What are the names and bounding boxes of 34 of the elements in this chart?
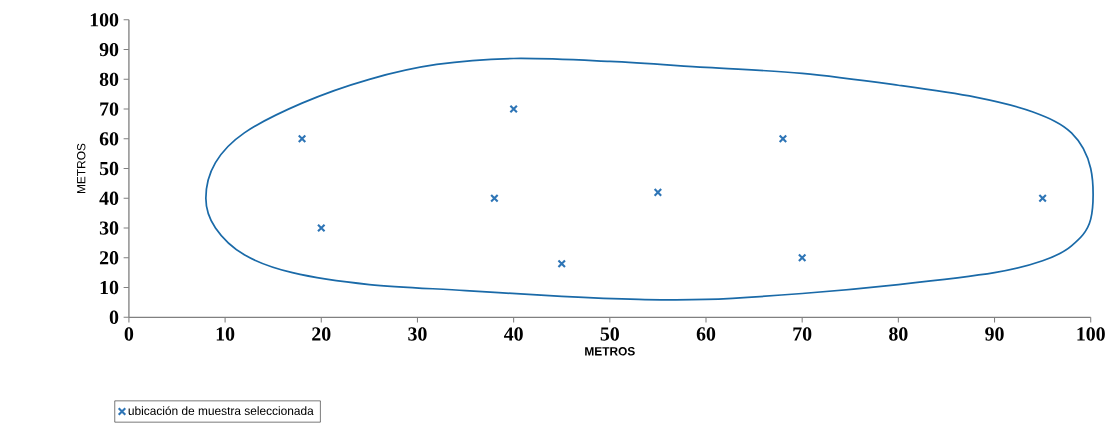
y-tick-label: 80 <box>99 72 119 86</box>
x-tick-label: 40 <box>503 327 523 341</box>
x-tick-label: 10 <box>216 327 235 341</box>
y-tick-label: 40 <box>99 191 119 205</box>
y-tick-label: 30 <box>99 221 119 235</box>
y-axis-title: METROS <box>76 143 86 193</box>
y-tick-label: 90 <box>99 42 119 57</box>
point <box>316 223 326 233</box>
x-tick-label: 60 <box>696 327 716 341</box>
y-tick-label: 10 <box>100 280 119 295</box>
y-tick-label: 60 <box>99 131 119 146</box>
point <box>797 253 807 262</box>
x-tick-label: 0 <box>124 327 134 341</box>
point <box>1038 193 1047 203</box>
x-tick-label: 90 <box>985 327 1004 341</box>
y-tick-label: 100 <box>90 12 119 27</box>
point <box>297 134 307 143</box>
x-axis-title: METROS <box>585 346 635 356</box>
legend-label: ubicación de muestra seleccionada <box>128 405 314 415</box>
point <box>490 193 499 203</box>
y-tick-label: 0 <box>109 310 119 324</box>
x-tick-label: 30 <box>408 327 427 341</box>
y-tick-label: 70 <box>100 102 119 116</box>
point <box>509 104 518 114</box>
point <box>778 134 788 143</box>
point <box>653 187 663 197</box>
x-tick-label: 100 <box>1077 327 1105 341</box>
x-tick-label: 70 <box>793 327 812 341</box>
point <box>557 259 567 268</box>
x-tick-label: 80 <box>889 327 908 341</box>
x-tick-label: 20 <box>312 327 331 341</box>
y-tick-label: 50 <box>99 161 119 176</box>
x-tick-label: 50 <box>600 327 619 341</box>
y-tick-label: 20 <box>99 250 119 265</box>
